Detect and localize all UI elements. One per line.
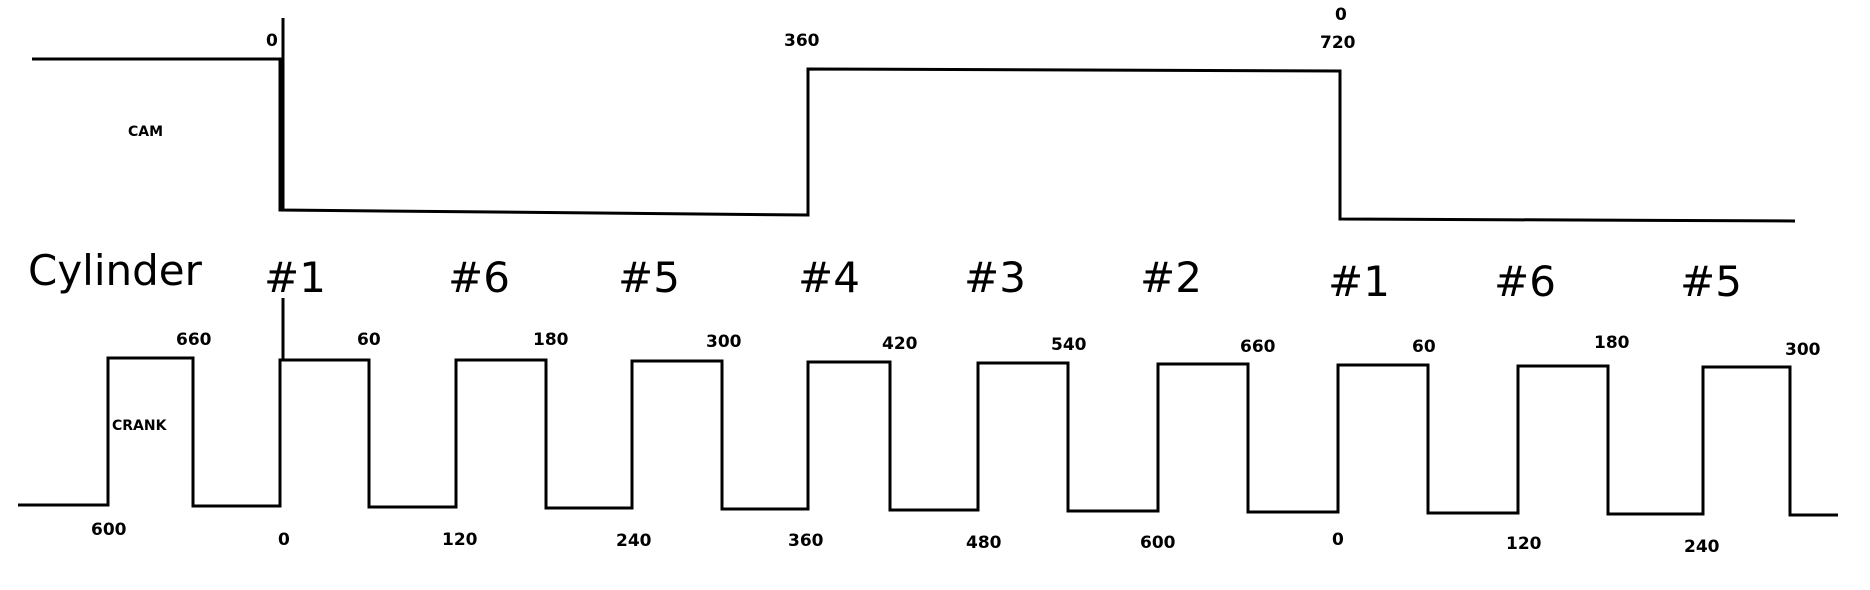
crank-bottom-label: 0 [278, 530, 290, 550]
crank-top-label: 300 [1785, 340, 1821, 360]
crank-bottom-label: 0 [1332, 530, 1344, 550]
crank-top-label: 60 [357, 330, 381, 350]
cam-top-label-0: 0 [266, 31, 278, 51]
cam-top-label-0b: 0 [1335, 5, 1347, 25]
crank-bottom-label: 120 [1506, 534, 1542, 554]
crank-bottom-label: 360 [788, 531, 824, 551]
cylinder-label: #2 [1140, 253, 1202, 302]
cam-label: CAM [128, 124, 163, 140]
cam-top-label-360: 360 [784, 31, 820, 51]
crank-top-label: 540 [1051, 335, 1087, 355]
cylinder-label: #5 [1680, 257, 1742, 306]
crank-top-label: 660 [176, 330, 212, 350]
cylinder-label: #1 [264, 253, 326, 302]
crank-bottom-label: 600 [91, 520, 127, 540]
crank-bottom-label: 480 [966, 533, 1002, 553]
cylinder-label: #5 [618, 253, 680, 302]
crank-top-label: 60 [1412, 337, 1436, 357]
crank-top-label: 660 [1240, 337, 1276, 357]
crank-bottom-label: 240 [1684, 537, 1720, 557]
crank-bottom-label: 600 [1140, 533, 1176, 553]
crank-waveform [18, 356, 1838, 517]
cylinder-label: #3 [964, 253, 1026, 302]
cylinder-label: #4 [798, 253, 860, 302]
crank-label: CRANK [112, 418, 168, 434]
cylinder-word: Cylinder [28, 246, 203, 295]
cam-waveform [32, 57, 1796, 223]
cylinder-label: #6 [1494, 257, 1556, 306]
crank-top-label: 180 [1594, 333, 1630, 353]
crank-top-label: 300 [706, 332, 742, 352]
crank-top-label: 180 [533, 330, 569, 350]
crank-bottom-label: 120 [442, 530, 478, 550]
cam-top-label-720: 720 [1320, 33, 1356, 53]
crank-bottom-label: 240 [616, 531, 652, 551]
cylinder-label: #6 [448, 253, 510, 302]
cylinder-label: #1 [1328, 257, 1390, 306]
crank-top-label: 420 [882, 334, 918, 354]
